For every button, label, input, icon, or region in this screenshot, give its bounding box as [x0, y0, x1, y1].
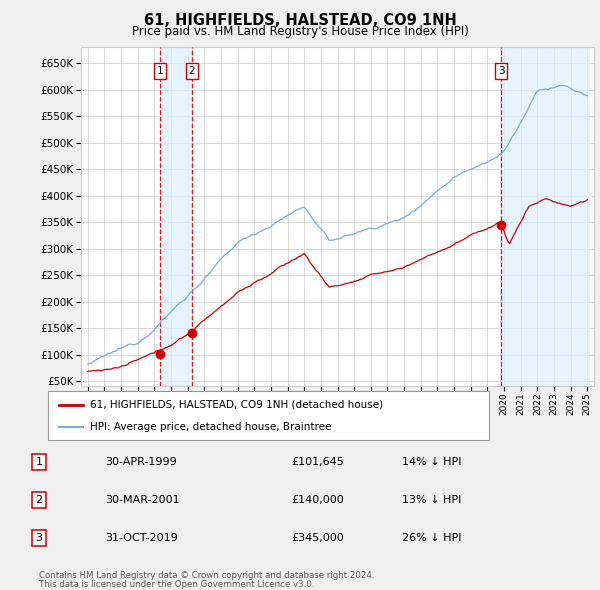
Text: Price paid vs. HM Land Registry's House Price Index (HPI): Price paid vs. HM Land Registry's House …: [131, 25, 469, 38]
Text: Contains HM Land Registry data © Crown copyright and database right 2024.: Contains HM Land Registry data © Crown c…: [39, 571, 374, 580]
Text: 26% ↓ HPI: 26% ↓ HPI: [402, 533, 461, 543]
Text: 2: 2: [188, 66, 195, 76]
Text: £345,000: £345,000: [291, 533, 344, 543]
Text: 3: 3: [498, 66, 505, 76]
Bar: [160, 47, 192, 386]
Text: 61, HIGHFIELDS, HALSTEAD, CO9 1NH (detached house): 61, HIGHFIELDS, HALSTEAD, CO9 1NH (detac…: [90, 399, 383, 409]
Text: 2: 2: [35, 495, 43, 505]
Text: 3: 3: [35, 533, 43, 543]
Text: This data is licensed under the Open Government Licence v3.0.: This data is licensed under the Open Gov…: [39, 579, 314, 589]
Text: 13% ↓ HPI: 13% ↓ HPI: [402, 495, 461, 505]
Text: HPI: Average price, detached house, Braintree: HPI: Average price, detached house, Brai…: [90, 422, 331, 432]
Bar: [501, 47, 589, 386]
Text: 30-APR-1999: 30-APR-1999: [105, 457, 177, 467]
Text: £140,000: £140,000: [291, 495, 344, 505]
Text: 1: 1: [157, 66, 163, 76]
Text: 1: 1: [35, 457, 43, 467]
Text: 14% ↓ HPI: 14% ↓ HPI: [402, 457, 461, 467]
Text: 31-OCT-2019: 31-OCT-2019: [105, 533, 178, 543]
Text: 30-MAR-2001: 30-MAR-2001: [105, 495, 179, 505]
Text: 61, HIGHFIELDS, HALSTEAD, CO9 1NH: 61, HIGHFIELDS, HALSTEAD, CO9 1NH: [143, 13, 457, 28]
Text: £101,645: £101,645: [291, 457, 344, 467]
